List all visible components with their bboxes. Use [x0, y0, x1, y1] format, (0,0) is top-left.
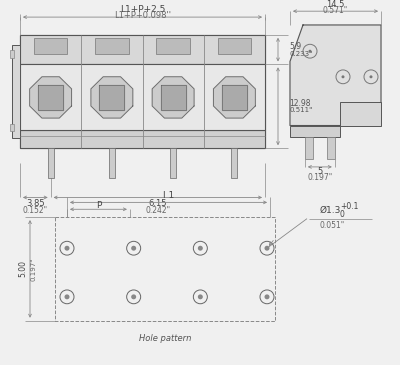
Bar: [170, 148, 176, 178]
Polygon shape: [222, 85, 247, 110]
Circle shape: [64, 246, 70, 251]
Bar: [20, 130, 265, 148]
Polygon shape: [100, 85, 124, 110]
Circle shape: [64, 295, 70, 299]
Bar: [290, 126, 340, 137]
Bar: [218, 38, 251, 54]
Bar: [20, 64, 265, 130]
Text: 12.98: 12.98: [289, 99, 310, 108]
Circle shape: [370, 75, 372, 78]
Bar: [10, 123, 14, 131]
Bar: [48, 148, 54, 178]
Text: 0: 0: [340, 210, 345, 219]
Text: 14.5: 14.5: [326, 0, 345, 9]
Text: L1+P+0.098'': L1+P+0.098'': [114, 11, 171, 20]
Text: 0.152": 0.152": [23, 206, 48, 215]
Circle shape: [198, 295, 203, 299]
Polygon shape: [91, 77, 133, 118]
Text: l 1: l 1: [163, 191, 174, 200]
Text: +0.1: +0.1: [340, 202, 358, 211]
Text: 5: 5: [317, 167, 322, 176]
Polygon shape: [152, 77, 194, 118]
Polygon shape: [290, 25, 381, 126]
Bar: [340, 103, 381, 126]
Circle shape: [342, 75, 344, 78]
Text: 5.9: 5.9: [289, 42, 301, 51]
Text: 3.85: 3.85: [26, 199, 45, 208]
Circle shape: [198, 246, 203, 251]
Text: 0.197": 0.197": [307, 173, 332, 182]
Circle shape: [131, 246, 136, 251]
Polygon shape: [30, 77, 72, 118]
Bar: [20, 35, 265, 148]
Text: 0.571": 0.571": [323, 6, 348, 15]
Bar: [34, 38, 68, 54]
Text: 0.197": 0.197": [30, 257, 36, 281]
Bar: [156, 38, 190, 54]
Bar: [20, 35, 265, 64]
Bar: [231, 148, 237, 178]
Text: L1+P+2.5: L1+P+2.5: [120, 5, 165, 14]
Bar: [95, 38, 129, 54]
Text: 0.233": 0.233": [289, 51, 312, 57]
Bar: [55, 217, 275, 320]
Polygon shape: [214, 77, 255, 118]
Polygon shape: [161, 85, 186, 110]
Circle shape: [264, 295, 270, 299]
Bar: [305, 137, 313, 159]
Text: P: P: [96, 201, 101, 210]
Bar: [109, 148, 115, 178]
Text: 0.051": 0.051": [320, 221, 345, 230]
Circle shape: [264, 246, 270, 251]
Text: 0.242": 0.242": [145, 206, 170, 215]
Text: 5.00: 5.00: [18, 260, 28, 277]
Circle shape: [131, 295, 136, 299]
Circle shape: [308, 50, 312, 53]
Bar: [12, 45, 20, 138]
Text: 6.15: 6.15: [148, 199, 167, 208]
Text: Hole pattern: Hole pattern: [139, 334, 191, 343]
Bar: [327, 137, 335, 159]
Polygon shape: [38, 85, 63, 110]
Text: 0.511": 0.511": [289, 107, 312, 113]
Text: Ø1.3: Ø1.3: [320, 206, 341, 215]
Bar: [10, 50, 14, 58]
